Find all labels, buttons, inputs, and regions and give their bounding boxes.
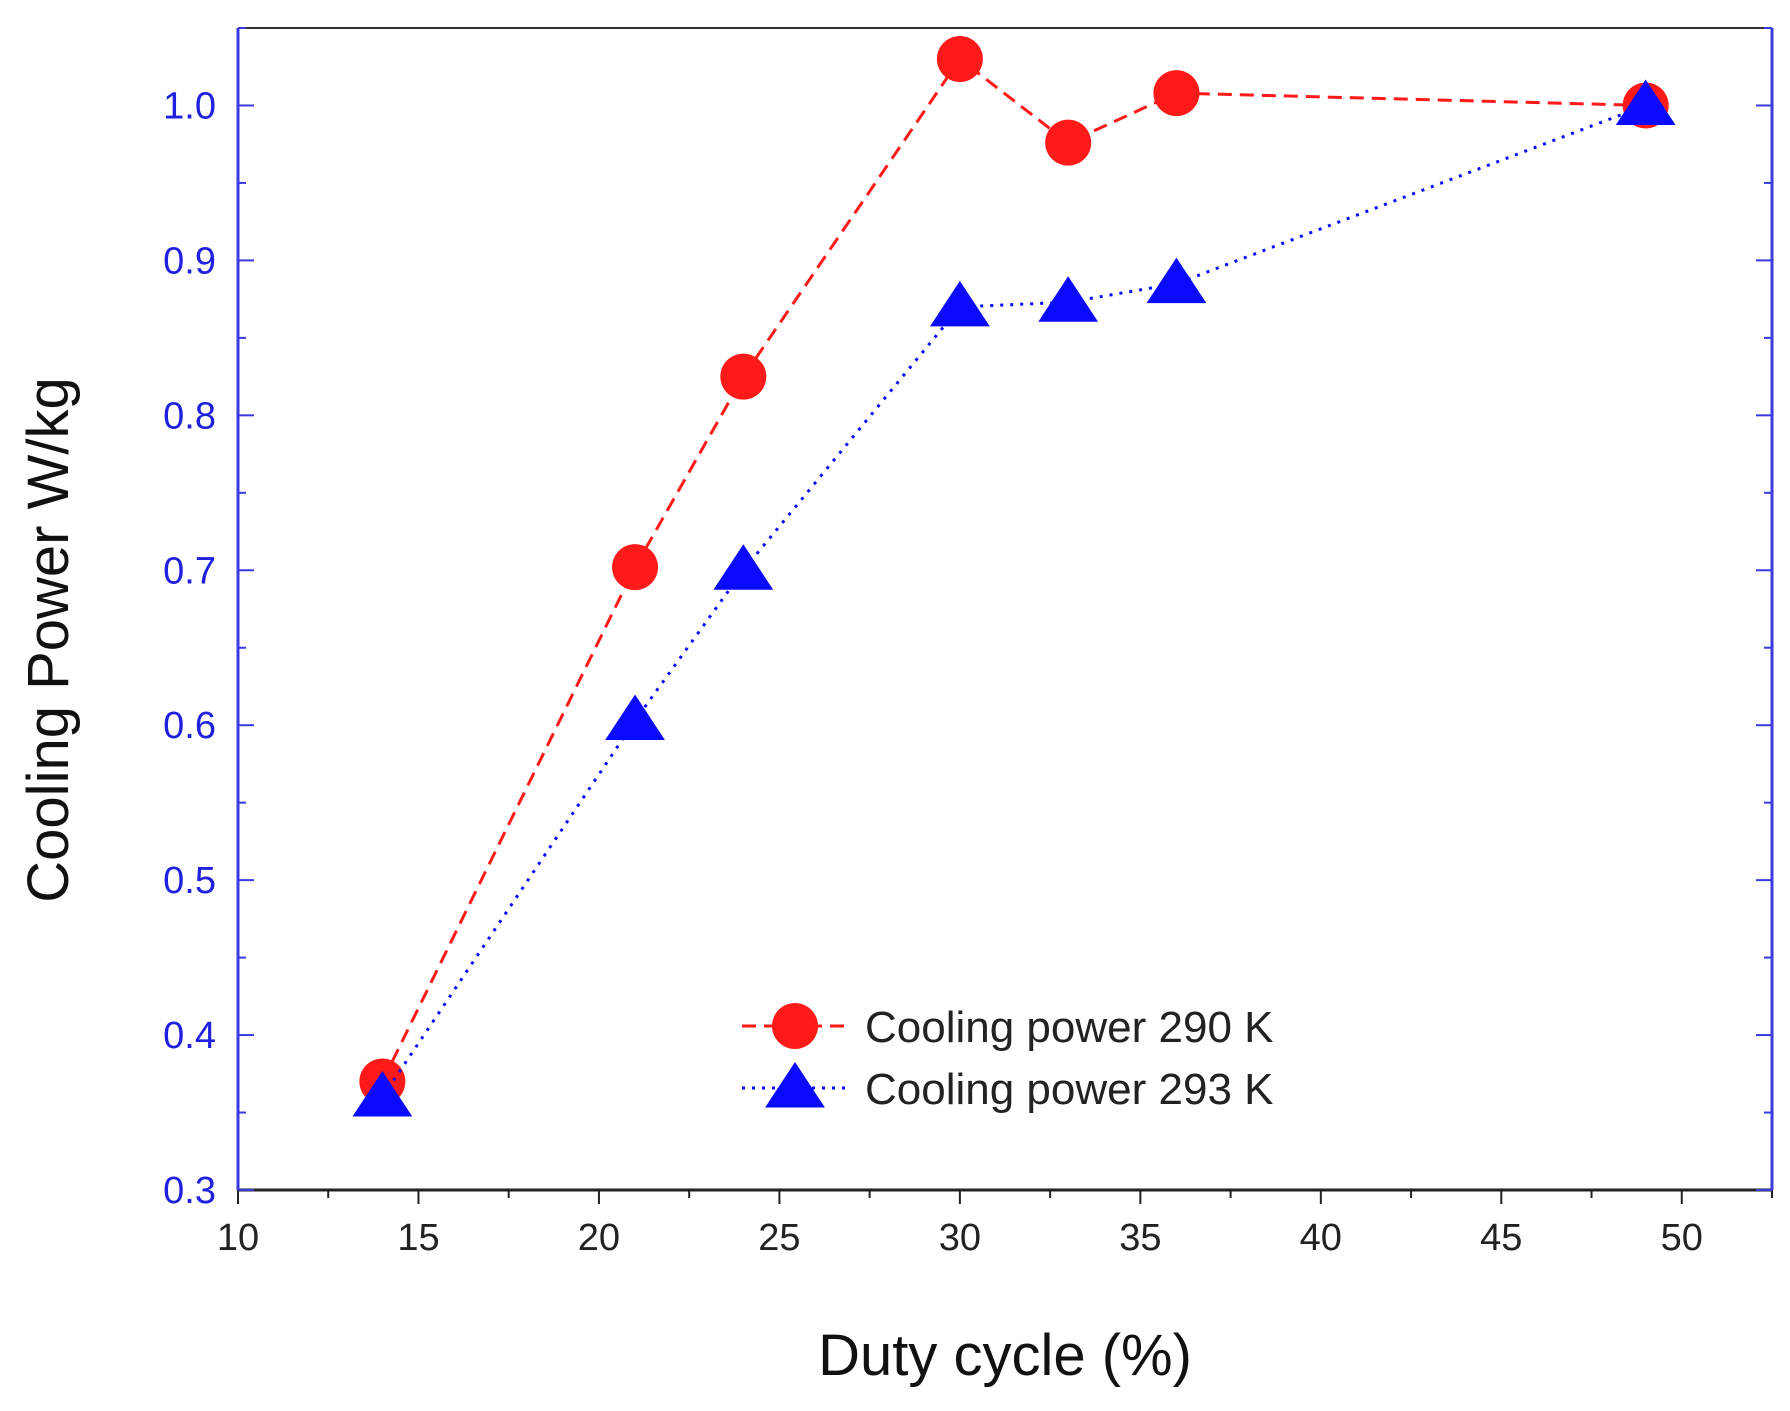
series-293k-line xyxy=(381,104,1647,1098)
data-point-circle xyxy=(936,35,983,82)
y-tick-label: 0.7 xyxy=(163,550,216,592)
axes: 10 15 20 25 30 35 40 45 50 0.3 0.4 0.5 0.6 0.7 0.8 0.9 1… xyxy=(163,27,1774,1259)
x-tick-label: 35 xyxy=(1119,1217,1161,1259)
data-point-triangle xyxy=(605,694,665,741)
y-tick-label: 0.3 xyxy=(163,1170,216,1212)
data-point-triangle xyxy=(1146,257,1207,304)
data-point-triangle xyxy=(1615,79,1676,125)
data-point-triangle xyxy=(352,1071,413,1117)
legend-item: Cooling power 293 K xyxy=(742,1062,1273,1114)
series-290k-line xyxy=(381,56,1646,1083)
legend-triangle-marker xyxy=(765,1062,825,1108)
x-tick-label: 45 xyxy=(1480,1217,1522,1259)
y-tick-label: 0.5 xyxy=(163,860,216,902)
data-point-circle xyxy=(612,544,659,591)
legend-label: Cooling power 290 K xyxy=(865,1003,1273,1052)
data-point-triangle xyxy=(713,544,774,590)
x-axis-title: Duty cycle (%) xyxy=(818,1323,1192,1388)
legend-circle-marker xyxy=(772,1003,818,1049)
series-290k xyxy=(359,35,1669,1105)
legend-label: Cooling power 293 K xyxy=(865,1065,1273,1114)
x-tick-label: 20 xyxy=(578,1217,620,1259)
x-tick-label: 15 xyxy=(397,1217,439,1259)
x-tick-label: 40 xyxy=(1300,1217,1342,1259)
x-tick-label: 50 xyxy=(1661,1217,1703,1259)
data-point-circle xyxy=(720,353,767,400)
x-tick-label: 25 xyxy=(758,1217,800,1259)
y-axis-title: Cooling Power W/kg xyxy=(16,377,81,902)
data-point-triangle xyxy=(929,280,990,327)
data-point-circle xyxy=(1153,70,1200,117)
y-tick-label: 1.0 xyxy=(163,85,216,127)
data-point-circle xyxy=(1045,119,1092,166)
y-tick-label: 0.8 xyxy=(163,395,216,437)
legend: Cooling power 290 K Cooling power 293 K xyxy=(742,1003,1273,1114)
series-293k xyxy=(352,79,1676,1117)
y-tick-label: 0.9 xyxy=(163,240,216,282)
legend-item: Cooling power 290 K xyxy=(742,1003,1273,1052)
series-layer xyxy=(352,35,1676,1117)
y-tick-label: 0.6 xyxy=(163,705,216,747)
y-tick-label: 0.4 xyxy=(163,1015,216,1057)
data-point-triangle xyxy=(1038,276,1099,322)
x-tick-label: 30 xyxy=(939,1217,981,1259)
x-tick-label: 10 xyxy=(217,1217,259,1259)
